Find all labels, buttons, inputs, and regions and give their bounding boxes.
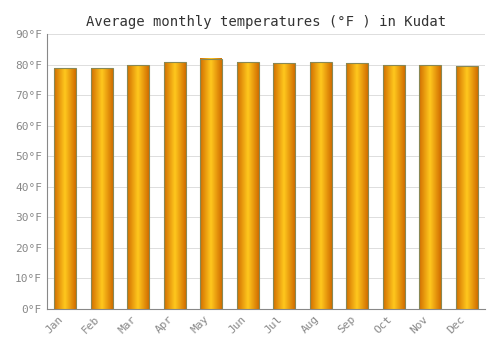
Bar [383, 65, 404, 309]
Bar [456, 66, 477, 309]
Bar [273, 63, 295, 309]
Bar [164, 62, 186, 309]
Bar [236, 62, 258, 309]
Bar [127, 65, 149, 309]
Bar [200, 59, 222, 309]
Bar [54, 68, 76, 309]
Bar [346, 63, 368, 309]
Bar [310, 62, 332, 309]
Bar [420, 65, 441, 309]
Title: Average monthly temperatures (°F ) in Kudat: Average monthly temperatures (°F ) in Ku… [86, 15, 446, 29]
Bar [90, 68, 112, 309]
